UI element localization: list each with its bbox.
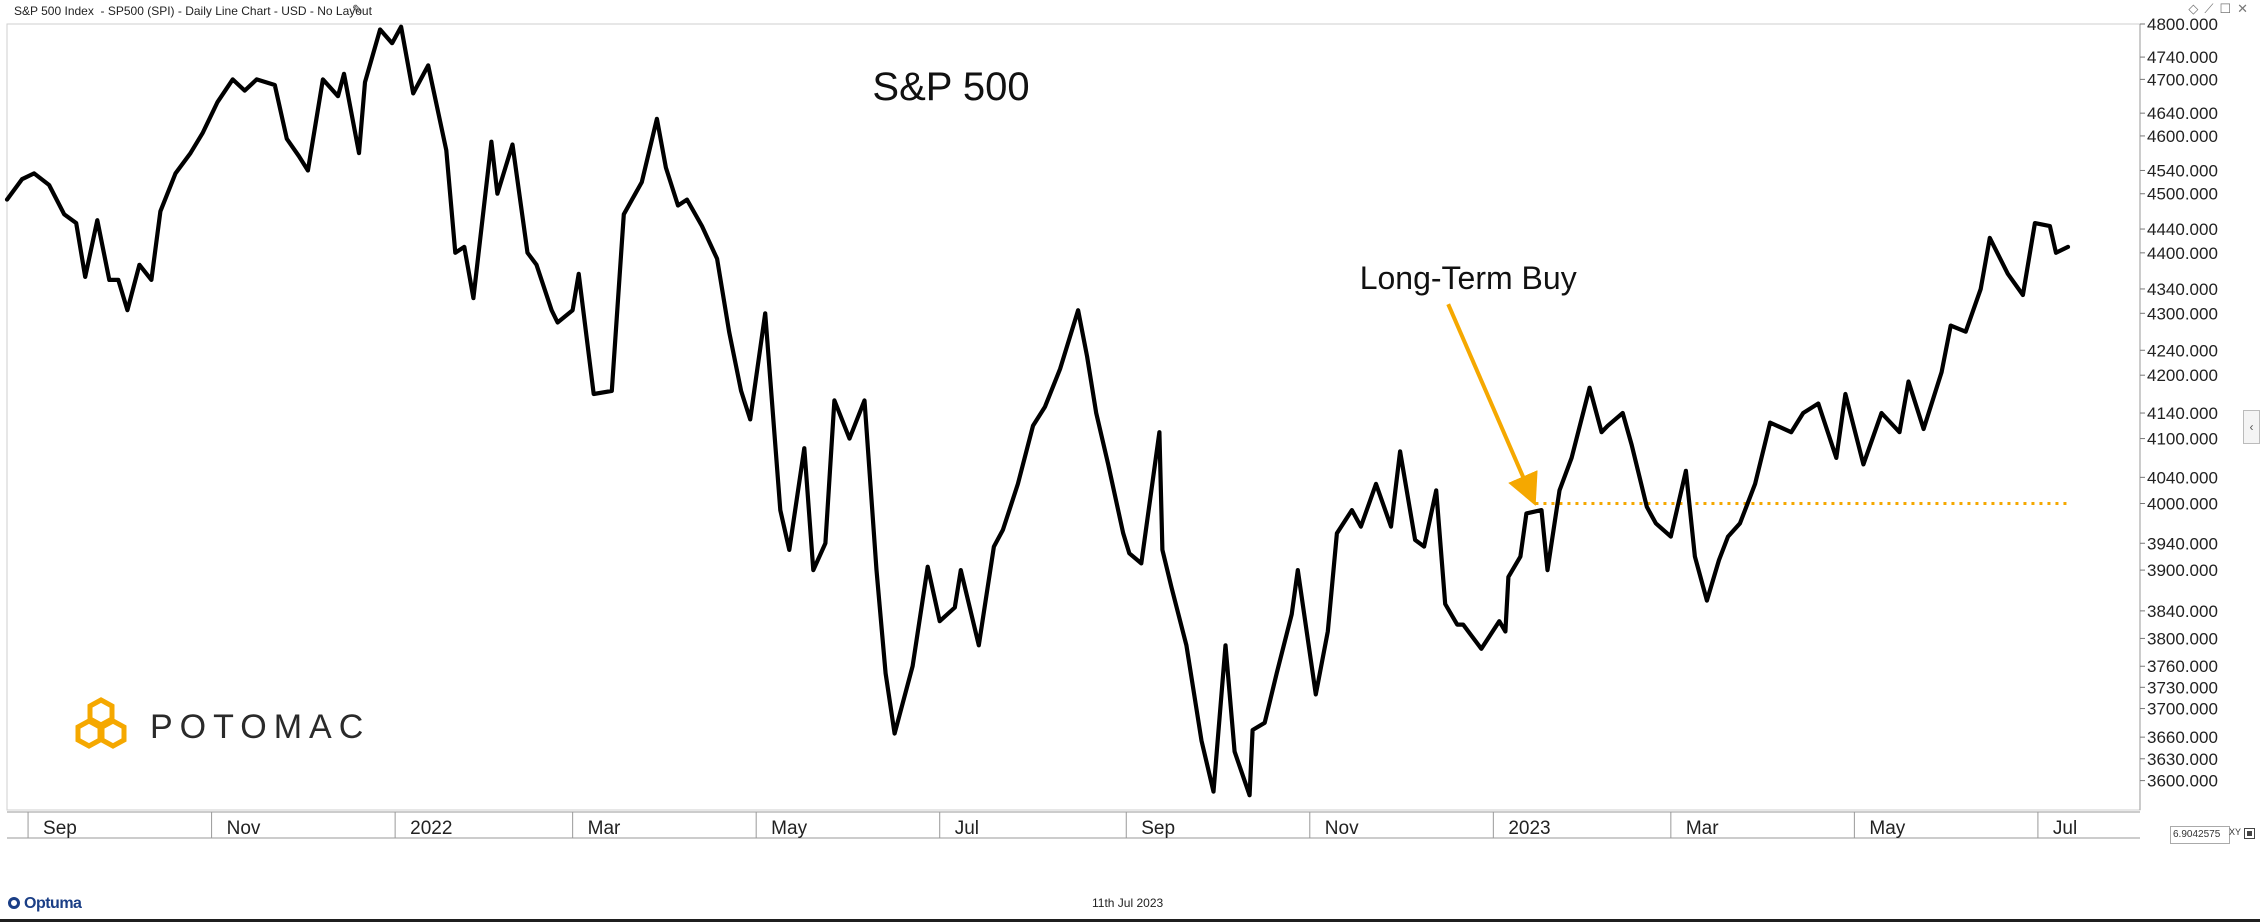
y-tick-label: 4240.000 <box>2147 341 2218 360</box>
x-tick-label: Jul <box>955 818 979 839</box>
x-tick-label: Mar <box>1686 818 1719 839</box>
y-tick-label: 4600.000 <box>2147 127 2218 146</box>
y-tick-label: 4000.000 <box>2147 495 2218 514</box>
x-tick-label: Mar <box>588 818 621 839</box>
y-tick-label: 4040.000 <box>2147 468 2218 487</box>
status-date: 11th Jul 2023 <box>1092 896 1164 910</box>
annotation-layer: Long-Term Buy <box>1360 260 2068 506</box>
y-tick-label: 4100.000 <box>2147 430 2218 449</box>
y-tick-label: 4500.000 <box>2147 185 2218 204</box>
y-tick-label: 4300.000 <box>2147 304 2218 323</box>
pin-icon[interactable]: ◇ <box>2188 1 2205 16</box>
y-tick-label: 3840.000 <box>2147 602 2218 621</box>
y-tick-label: 3940.000 <box>2147 534 2218 553</box>
cursor-readout: 6.9042575 <box>2170 826 2230 844</box>
y-tick-label: 3630.000 <box>2147 750 2218 769</box>
y-tick-label: 3730.000 <box>2147 678 2218 697</box>
x-tick-label: Sep <box>1141 818 1175 839</box>
x-tick-label: Nov <box>1325 818 1359 839</box>
status-bar <box>0 886 2260 922</box>
x-tick-label: May <box>771 818 807 839</box>
window-controls: ◇⟋☐✕ <box>2188 1 2254 17</box>
x-tick-label: Jul <box>2053 818 2077 839</box>
y-tick-label: 3600.000 <box>2147 772 2218 791</box>
x-tick-label: 2023 <box>1508 818 1550 839</box>
close-icon[interactable]: ✕ <box>2237 1 2254 16</box>
x-tick-label: Sep <box>43 818 77 839</box>
y-tick-label: 3760.000 <box>2147 657 2218 676</box>
y-tick-label: 4340.000 <box>2147 280 2218 299</box>
annotation-label: Long-Term Buy <box>1360 260 1577 296</box>
plot-frame <box>6 23 2141 811</box>
series-layer <box>4 24 2071 798</box>
window-title: S&P 500 Index - SP500 (SPI) - Daily Line… <box>14 4 372 18</box>
link-icon[interactable]: ⟋ <box>2204 1 2220 16</box>
xy-toggle[interactable]: XY <box>2229 827 2242 837</box>
potomac-logo <box>68 694 134 765</box>
y-tick-label: 4140.000 <box>2147 404 2218 423</box>
x-tick-label: Nov <box>227 818 261 839</box>
bottom-strip <box>0 919 2260 922</box>
y-tick-label: 3660.000 <box>2147 728 2218 747</box>
y-tick-label: 4700.000 <box>2147 70 2218 89</box>
x-tick-label: 2022 <box>410 818 452 839</box>
window-title-bar: S&P 500 Index - SP500 (SPI) - Daily Line… <box>0 0 2260 22</box>
y-tick-label: 4440.000 <box>2147 220 2218 239</box>
y-tick-label: 4400.000 <box>2147 244 2218 263</box>
annotation-arrow <box>1446 303 1538 506</box>
sp500-price-line <box>4 24 2071 798</box>
optuma-logo-icon <box>8 897 20 909</box>
y-tick-label: 4800.000 <box>2147 15 2218 34</box>
y-tick-label: 4640.000 <box>2147 104 2218 123</box>
y-axis: 4800.000 4740.000 4700.000 4640.000 4600.000… <box>2139 15 2218 810</box>
optuma-brand: Optuma <box>24 895 82 912</box>
y-tick-label: 3800.000 <box>2147 629 2218 648</box>
collapse-panel-arrow-icon[interactable]: ‹ <box>2243 410 2260 444</box>
y-tick-label: 4540.000 <box>2147 161 2218 180</box>
sp500-line-chart: 4800.000 4740.000 4700.000 4640.000 4600.000… <box>4 15 2218 839</box>
y-tick-label: 3700.000 <box>2147 700 2218 719</box>
y-tick-label: 4200.000 <box>2147 366 2218 385</box>
scroll-lock-icon[interactable] <box>2244 828 2255 839</box>
potomac-logo-text: POTOMAC <box>150 708 371 746</box>
y-tick-label: 4740.000 <box>2147 48 2218 67</box>
potomac-hexagon-icon <box>75 697 127 749</box>
pencil-icon[interactable]: ✎ <box>352 2 363 17</box>
y-tick-label: 3900.000 <box>2147 561 2218 580</box>
x-axis: Sep Nov 2022 Mar May Jul Sep Nov 2023 Mar May Jul <box>7 811 2140 839</box>
x-tick-label: May <box>1869 818 1905 839</box>
restore-icon[interactable]: ☐ <box>2219 1 2238 16</box>
chart-title: S&P 500 <box>872 65 1029 109</box>
